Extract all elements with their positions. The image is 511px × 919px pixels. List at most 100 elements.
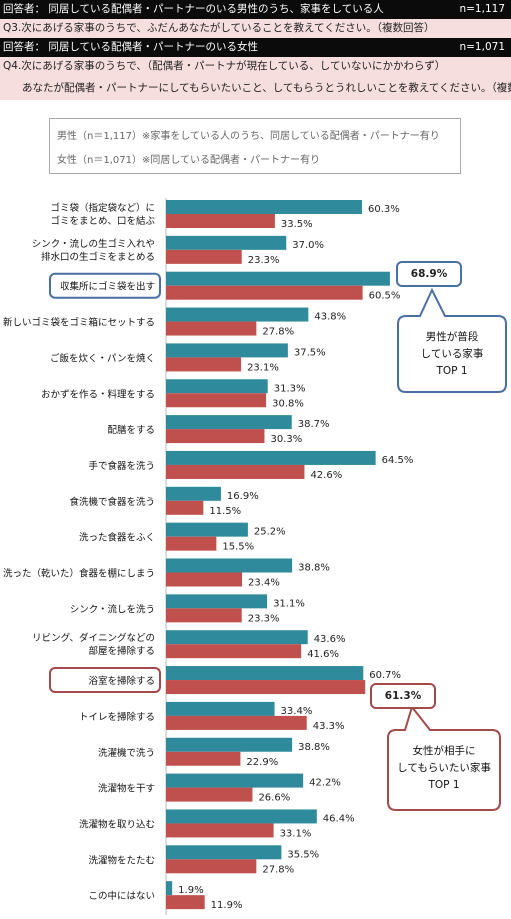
highlight-category-box [49, 272, 161, 299]
bar-female [166, 823, 274, 838]
bar-male [166, 486, 221, 501]
bar-male [166, 737, 293, 752]
bar-female [166, 680, 366, 695]
bar-male [166, 343, 288, 358]
category-label: シンク・流しを洗う [70, 603, 155, 615]
category-label: ゴミ袋（指定袋など）に [50, 202, 155, 214]
category-label: 浴室を掃除する [88, 675, 155, 687]
bar-female [166, 357, 242, 372]
bar-female [166, 787, 253, 802]
bar-male [166, 235, 287, 250]
male-callout-bubble [397, 287, 507, 393]
female-callout-text: してもらいたい家事 [397, 761, 491, 774]
value-label-female: 30.3% [270, 434, 302, 445]
bar-male [166, 307, 309, 322]
bar-female [166, 249, 242, 264]
q4-text-line1: Q4.次にあげる家事のうちで、（配偶者・パートナが現在している、していないにかか… [3, 60, 446, 72]
value-label-female: 11.5% [209, 506, 241, 517]
category-label: おかずを作る・料理をする [41, 388, 155, 400]
category-label: 洗濯機で洗う [98, 747, 155, 759]
header-male-label: 回答者： 同居している配偶者・パートナーのいる男性のうち、家事をしている人 [3, 3, 384, 15]
value-label-female: 30.8% [272, 398, 304, 409]
category-label: シンク・流しの生ゴミ入れや [32, 238, 155, 250]
legend-female: 女性（n＝1,071）※同居している配偶者・パートナー有り [57, 155, 321, 166]
value-label-female: 26.6% [258, 793, 290, 804]
category-label: 配膳をする [107, 424, 155, 436]
value-label-male: 64.5% [382, 455, 414, 466]
q4-text-line2: あなたが配偶者・パートナーにしてもらいたいこと、してもらうとうれしいことを教えて… [22, 82, 511, 94]
value-label-male: 37.0% [292, 240, 324, 251]
value-label-female: 60.5% [369, 291, 401, 302]
bar-male [166, 773, 304, 788]
bar-male [166, 450, 376, 465]
value-label-male: 35.5% [287, 849, 319, 860]
bar-female [166, 608, 242, 623]
value-label-female: 33.1% [280, 828, 312, 839]
value-label-female: 33.5% [281, 219, 313, 230]
value-label-female: 22.9% [246, 757, 278, 768]
value-label-male: 25.2% [254, 527, 286, 538]
header-question-4-cont: あなたが配偶者・パートナーにしてもらいたいこと、してもらうとうれしいことを教えて… [0, 76, 511, 100]
female-callout-bubble [387, 704, 501, 811]
value-label-female: 23.4% [248, 578, 280, 589]
value-label-male: 43.6% [314, 634, 346, 645]
value-label-male: 38.8% [298, 563, 330, 574]
bar-female [166, 895, 205, 910]
category-label: 手で食器を洗う [88, 460, 155, 472]
value-label-female: 27.8% [262, 327, 294, 338]
header-female-respondents: 回答者： 同居している配偶者・パートナーのいる女性 n=1,071 [0, 38, 511, 57]
value-label-male: 31.3% [274, 383, 306, 394]
category-label: この中にはない [88, 890, 155, 902]
category-label: リビング、ダイニングなどの [32, 632, 155, 644]
bar-male [166, 271, 390, 286]
bar-male [166, 415, 292, 430]
category-label: トイレを掃除する [79, 711, 155, 723]
bar-male [166, 522, 248, 537]
bar-female [166, 715, 307, 730]
value-label-male: 33.4% [281, 706, 313, 717]
category-label: 洗濯物をたたむ [88, 854, 155, 866]
value-label-female: 41.6% [307, 649, 339, 660]
bar-male [166, 809, 317, 824]
value-label-female: 42.6% [310, 470, 342, 481]
bar-male [166, 845, 282, 860]
value-label-male: 42.2% [309, 778, 341, 789]
value-label-female: 27.8% [262, 864, 294, 875]
chart-legend: 男性（n＝1,117）※家事をしている人のうち、同居している配偶者・パートナー有… [49, 118, 461, 174]
value-label-male: 60.3% [368, 204, 400, 215]
bar-male [166, 701, 275, 716]
value-label-male: 46.4% [323, 813, 355, 824]
category-label: ゴミをまとめ、口を結ぶ [50, 215, 155, 227]
bar-female [166, 644, 302, 659]
bar-male [166, 594, 268, 609]
value-label-male: 60.7% [369, 670, 401, 681]
value-label-male: 38.7% [298, 419, 330, 430]
category-label: 排水口の生ゴミをまとめる [41, 251, 155, 263]
category-label: 洗った（乾いた）食器を棚にしまう [3, 568, 155, 580]
bar-male [166, 200, 362, 214]
bar-female [166, 429, 265, 444]
header-question-4: Q4.次にあげる家事のうちで、（配偶者・パートナが現在している、していないにかか… [0, 57, 511, 76]
value-label-male: 43.8% [314, 312, 346, 323]
male-callout-text: TOP 1 [435, 365, 467, 377]
bar-male [166, 558, 293, 573]
value-label-female: 23.3% [248, 613, 280, 624]
bar-female [166, 214, 275, 228]
value-label-female: 23.3% [248, 255, 280, 266]
bar-female [166, 464, 305, 479]
value-label-male: 31.1% [273, 598, 305, 609]
female-callout-text: TOP 1 [427, 779, 459, 791]
bar-male [166, 379, 268, 394]
female-callout-text: 女性が相手に [413, 744, 476, 757]
bar-female [166, 859, 257, 874]
bar-female [166, 285, 363, 300]
value-label-male: 37.5% [294, 347, 326, 358]
bar-female [166, 500, 204, 515]
bar-female [166, 321, 257, 336]
bar-male [166, 630, 308, 645]
header-male-respondents: 回答者： 同居している配偶者・パートナーのいる男性のうち、家事をしている人 n=… [0, 0, 511, 19]
header-male-n: n=1,117 [459, 3, 505, 15]
category-label: 洗濯物を干す [98, 783, 155, 795]
legend-male: 男性（n＝1,117）※家事をしている人のうち、同居している配偶者・パートナー有… [57, 131, 440, 142]
